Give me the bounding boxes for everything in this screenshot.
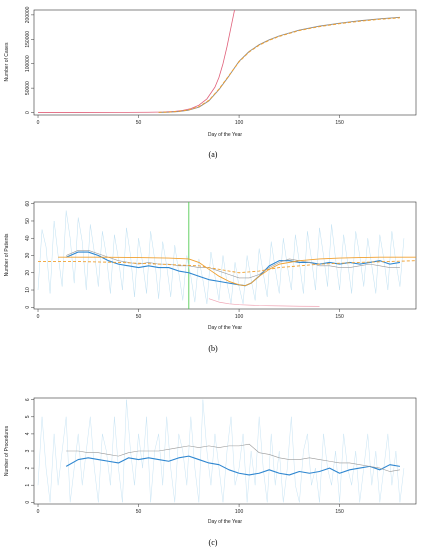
y-tick-label-c: 6 [25,398,31,401]
y-tick-label-c: 2 [25,466,31,469]
axis-ticks-a: 0 50 100 150 0 50000 100000 150000 200000 [25,6,344,126]
y-tick-label-b: 40 [25,235,31,241]
y-tick-label-b: 0 [25,306,31,309]
x-axis-label-a: Day of the Year [208,132,243,138]
y-tick-label-a: 50000 [25,81,31,95]
plot-marks-a [38,10,400,113]
series-line-b-pink [208,298,320,307]
series-line-c-smooth [65,455,401,476]
y-tick-label-c: 5 [25,415,31,418]
y-tick-label-c: 4 [25,432,31,435]
series-line-c-daily [37,399,405,503]
x-tick-label-a: 50 [136,120,142,126]
series-line-a-exponential [38,10,235,113]
panel-caption-a: (a) [209,150,218,159]
axis-ticks-c: 0 50 100 150 0 1 2 3 4 5 6 [25,398,344,515]
axis-ticks-b: 0 50 100 150 0 10 20 30 40 50 60 [25,201,344,320]
x-tick-label-b: 50 [136,314,142,320]
x-tick-label-c: 150 [335,509,344,515]
y-tick-label-a: 200000 [25,6,31,23]
x-tick-label-a: 100 [235,120,244,126]
y-tick-label-b: 50 [25,218,31,224]
y-tick-label-b: 60 [25,201,31,207]
x-tick-label-a: 150 [335,120,344,126]
y-tick-label-c: 3 [25,449,31,452]
y-axis-label-a: Number of Cases [4,42,10,81]
y-tick-label-a: 100000 [25,55,31,72]
series-line-b-daily [37,210,405,305]
y-tick-label-c: 1 [25,484,31,487]
panel-c: 0 50 100 150 0 1 2 3 4 5 6 Day of the Year Number … [4,397,417,547]
plot-frame-a [33,9,417,116]
x-tick-label-c: 100 [235,509,244,515]
series-line-c-average [66,443,400,472]
series-line-a-observed [158,16,400,113]
x-tick-label-b: 0 [37,314,40,320]
series-line-b-fit [58,256,416,287]
panel-b: 0 50 100 150 0 10 20 30 40 50 60 Day of the Year N… [4,201,417,353]
y-tick-label-b: 20 [25,270,31,276]
plot-frame-b [33,201,417,310]
x-axis-label-c: Day of the Year [208,519,243,525]
y-axis-label-b: Number of Patients [4,233,10,276]
panel-caption-c: (c) [209,538,218,547]
series-line-b-fit-dashed [38,260,416,274]
plot-marks-b [37,202,416,309]
x-tick-label-a: 0 [37,120,40,126]
panel-a: 0 50 100 150 0 50000 100000 150000 200000 Day of… [4,6,417,159]
x-tick-label-c: 50 [136,509,142,515]
y-axis-label-c: Number of Procedures [4,425,10,476]
y-tick-label-b: 30 [25,253,31,259]
x-axis-label-b: Day of the Year [208,325,243,331]
y-tick-label-c: 0 [25,501,31,504]
y-tick-label-a: 150000 [25,31,31,48]
series-line-b-average [66,250,400,279]
panel-caption-b: (b) [208,344,218,353]
y-tick-label-b: 10 [25,287,31,293]
x-tick-label-c: 0 [37,509,40,515]
x-tick-label-b: 150 [335,314,344,320]
y-tick-label-a: 0 [25,111,31,114]
series-line-a-logistic-dashed [158,17,400,113]
plot-marks-c [37,399,405,503]
x-tick-label-b: 100 [235,314,244,320]
